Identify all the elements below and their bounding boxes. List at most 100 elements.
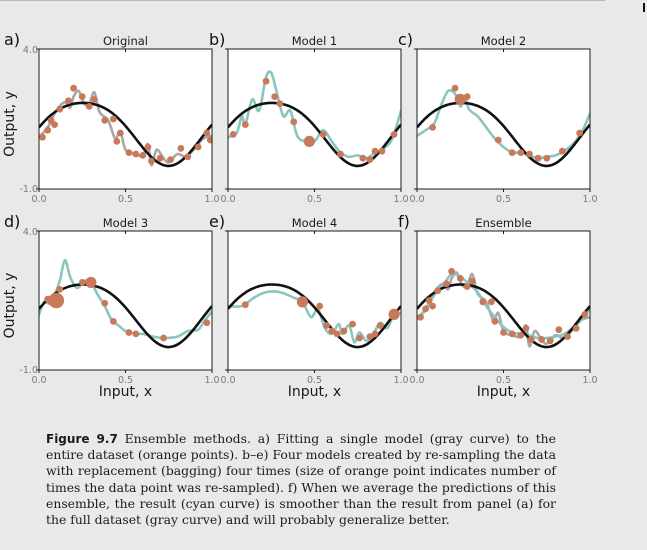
data-point: [144, 143, 152, 151]
data-point: [303, 135, 315, 147]
data-point: [463, 93, 471, 100]
data-point: [109, 317, 117, 325]
data-point: [290, 118, 298, 126]
plot-content: [228, 283, 401, 349]
x-axis-label: Input, x: [288, 384, 341, 400]
data-point: [333, 330, 341, 338]
data-point: [56, 285, 64, 293]
figure-caption: Figure 9.7 Ensemble methods. a) Fitting …: [46, 431, 556, 528]
data-point: [572, 324, 580, 332]
panel-title: Model 1: [292, 34, 338, 48]
data-point: [543, 154, 551, 162]
data-point: [555, 326, 563, 334]
data-point: [371, 147, 379, 155]
x-tick-label: 0.0: [31, 194, 46, 205]
y-tick-label: -1.0: [19, 365, 38, 376]
data-point: [491, 317, 499, 325]
x-tick-label: 1.0: [393, 194, 408, 205]
data-point: [534, 154, 542, 162]
x-tick-label: 0.0: [409, 194, 424, 205]
x-tick-label: 0.0: [409, 375, 424, 386]
data-point: [328, 327, 336, 335]
panel-letter: e): [209, 212, 225, 231]
data-point: [44, 126, 52, 134]
data-point: [371, 330, 379, 338]
data-point: [517, 149, 525, 157]
panel-title: Ensemble: [475, 216, 531, 230]
data-point: [51, 121, 58, 128]
panel-f: 0.0 0.5 1.0 Ensemble f) Input, x: [398, 212, 598, 400]
data-point: [538, 336, 545, 343]
cyan-fit-curve: [417, 88, 590, 160]
data-point: [90, 96, 98, 103]
data-point: [203, 129, 211, 137]
x-axis-label: Input, x: [99, 384, 152, 400]
true-function-curve: [417, 101, 590, 168]
x-tick-label: 1.0: [582, 194, 597, 205]
corner-mark: [643, 3, 645, 12]
data-point: [356, 334, 363, 342]
x-tick-label: 0.5: [118, 194, 133, 205]
plot-content: [417, 84, 590, 168]
data-point: [296, 296, 308, 308]
plot-content: [39, 258, 212, 349]
plot-area: [417, 231, 590, 370]
data-point: [48, 292, 65, 309]
panel-letter: f): [398, 212, 410, 231]
data-point: [229, 131, 237, 138]
data-point: [378, 147, 386, 155]
x-tick-label: 1.0: [204, 194, 219, 205]
cyan-fit-curve: [39, 258, 212, 340]
data-point: [101, 117, 109, 124]
data-point: [517, 331, 525, 339]
data-point: [434, 287, 442, 295]
plot-content: [417, 267, 590, 349]
data-point: [56, 105, 64, 113]
cyan-fit-curve: [228, 290, 401, 344]
data-point: [323, 322, 331, 329]
data-point: [85, 276, 97, 289]
data-point: [139, 152, 147, 159]
data-point: [522, 324, 530, 332]
data-point: [359, 154, 367, 162]
x-tick-label: 1.0: [204, 375, 219, 386]
x-tick-label: 0.0: [220, 375, 235, 386]
data-point: [576, 129, 584, 137]
data-point: [78, 279, 86, 286]
top-rule: [0, 0, 605, 1]
data-point: [456, 274, 464, 282]
data-point: [116, 129, 124, 137]
data-point: [167, 156, 174, 164]
data-point: [132, 330, 140, 338]
y-tick-label: 4.0: [23, 227, 38, 238]
data-point: [70, 84, 77, 92]
data-point: [429, 124, 436, 131]
data-point: [241, 301, 249, 309]
data-point: [125, 329, 133, 336]
y-axis-label: Output, y: [2, 273, 18, 339]
x-tick-label: 0.5: [118, 375, 133, 386]
data-point: [337, 150, 344, 158]
caption-text: Ensemble methods. a) Fitting a single mo…: [46, 431, 556, 528]
data-point: [376, 322, 384, 329]
panel-c: 0.0 0.5 1.0 Model 2 c): [398, 30, 598, 205]
data-point: [319, 131, 327, 138]
data-point: [508, 330, 516, 338]
data-point: [316, 302, 324, 310]
data-point: [349, 320, 356, 328]
plot-area: [228, 231, 401, 370]
plot-area: [39, 231, 212, 370]
data-point: [132, 150, 140, 158]
data-point: [156, 154, 164, 162]
true-function-curve: [39, 101, 212, 168]
panel-title: Model 2: [481, 34, 527, 48]
data-point: [390, 131, 398, 138]
plot-content: [39, 84, 212, 168]
data-point: [487, 298, 495, 306]
x-axis-label: Input, x: [477, 384, 530, 400]
caption-figure-label: Figure 9.7: [46, 432, 118, 446]
data-point: [546, 337, 554, 345]
data-point: [366, 333, 374, 341]
